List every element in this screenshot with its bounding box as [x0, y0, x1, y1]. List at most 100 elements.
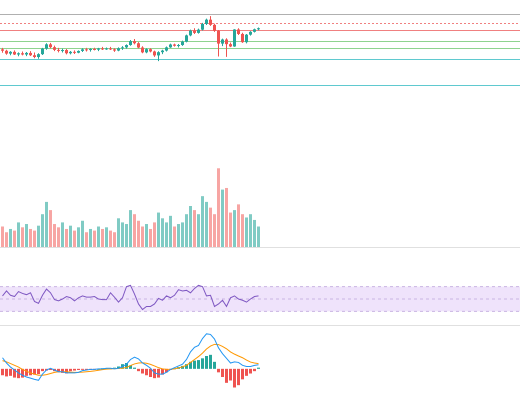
volume-series: [0, 168, 520, 248]
candle-body-46: [185, 35, 188, 42]
macd-hist-bar-53: [213, 361, 216, 369]
volume-bar-61: [245, 217, 248, 247]
macd-hist-bar-37: [149, 368, 152, 377]
candle-body-28: [113, 49, 116, 51]
candle-body-16: [65, 50, 68, 54]
macd-hist-bar-0: [1, 368, 4, 376]
volume-bar-10: [41, 214, 44, 247]
volume-bar-57: [229, 212, 232, 247]
macd-pane: [1, 333, 260, 388]
volume-bar-44: [177, 224, 180, 247]
candle-body-12: [49, 44, 52, 48]
volume-bar-8: [33, 230, 36, 247]
candle-body-22: [89, 48, 92, 51]
candle-body-13: [53, 47, 56, 50]
macd-hist-bar-56: [225, 368, 228, 383]
volume-bar-20: [81, 220, 84, 247]
volume-bar-13: [53, 224, 56, 247]
volume-bar-43: [173, 226, 176, 247]
candle-body-29: [117, 48, 120, 51]
volume-bar-52: [209, 207, 212, 247]
candle-body-57: [229, 44, 232, 47]
volume-bar-39: [157, 212, 160, 247]
macd-hist-bar-19: [77, 368, 80, 370]
macd-hist-bar-38: [153, 368, 156, 379]
candle-body-38: [153, 51, 156, 56]
volume-bar-15: [61, 222, 64, 247]
volume-bar-34: [137, 220, 140, 247]
volume-bar-47: [189, 206, 192, 247]
macd-hist-bar-12: [49, 368, 52, 370]
macd-hist-bar-35: [141, 368, 144, 374]
macd-hist-bar-14: [57, 368, 60, 373]
volume-bar-55: [221, 189, 224, 247]
candle-body-48: [193, 30, 196, 33]
volume-bar-11: [45, 201, 48, 247]
candle-body-52: [209, 19, 212, 25]
candle-body-15: [61, 50, 64, 52]
volume-bar-19: [77, 227, 80, 247]
volume-bar-29: [117, 218, 120, 247]
candle-body-34: [137, 43, 140, 48]
candle-body-42: [169, 44, 172, 48]
candle-body-7: [29, 52, 32, 56]
volume-bar-30: [121, 222, 124, 247]
volume-bar-2: [9, 228, 12, 247]
candle-body-32: [129, 41, 132, 46]
volume-bar-32: [129, 210, 132, 247]
candle-body-56: [225, 39, 228, 45]
volume-bar-45: [181, 222, 184, 247]
candle-body-36: [145, 49, 148, 53]
volume-bar-21: [85, 232, 88, 247]
candle-body-61: [245, 34, 248, 43]
volume-bar-28: [113, 232, 116, 247]
macd-hist-bar-50: [201, 358, 204, 369]
macd-hist-bar-45: [181, 365, 184, 369]
volume-bar-23: [93, 230, 96, 247]
candle-body-51: [205, 19, 208, 24]
macd-hist-bar-46: [185, 364, 188, 369]
candle-body-41: [165, 47, 168, 51]
candle-body-58: [233, 29, 236, 47]
volume-bar-26: [105, 227, 108, 247]
macd-hist-bar-51: [205, 356, 208, 369]
candle-body-59: [237, 29, 240, 34]
candle-body-6: [25, 52, 28, 55]
candle-body-47: [189, 30, 192, 36]
candle-body-50: [201, 23, 204, 30]
candle-body-2: [9, 51, 12, 54]
candle-body-27: [109, 48, 112, 50]
volume-bar-4: [17, 222, 20, 247]
volume-bar-40: [161, 218, 164, 247]
candle-body-4: [17, 53, 20, 55]
candle-body-20: [81, 49, 84, 51]
macd-hist-bar-20: [81, 368, 84, 370]
candle-body-53: [213, 24, 216, 31]
macd-hist-bar-21: [85, 368, 88, 370]
macd-hist-bar-6: [25, 368, 28, 376]
candle-body-35: [141, 47, 144, 53]
macd-hist-bar-36: [145, 368, 148, 376]
macd-hist-bar-41: [165, 368, 168, 373]
macd-hist-bar-48: [193, 360, 196, 369]
volume-bar-41: [165, 222, 168, 247]
candle-body-19: [77, 50, 80, 53]
volume-bar-53: [213, 214, 216, 247]
volume-bar-37: [149, 228, 152, 247]
macd-hist-bar-1: [5, 368, 8, 377]
candle-body-21: [85, 49, 88, 51]
macd-hist-bar-10: [41, 368, 44, 372]
macd-hist-bar-3: [13, 368, 16, 378]
candle-body-9: [37, 54, 40, 58]
macd-hist-bar-17: [69, 368, 72, 372]
macd-hist-bar-47: [189, 361, 192, 369]
volume-bar-49: [197, 214, 200, 247]
volume-bar-38: [153, 222, 156, 247]
rsi-pane: [0, 284, 520, 326]
volume-bar-54: [217, 168, 220, 247]
macd-hist-bar-39: [157, 368, 160, 378]
macd-hist-bar-40: [161, 368, 164, 375]
macd-hist-bar-61: [245, 368, 248, 376]
macd-signal-line: [2, 343, 259, 376]
